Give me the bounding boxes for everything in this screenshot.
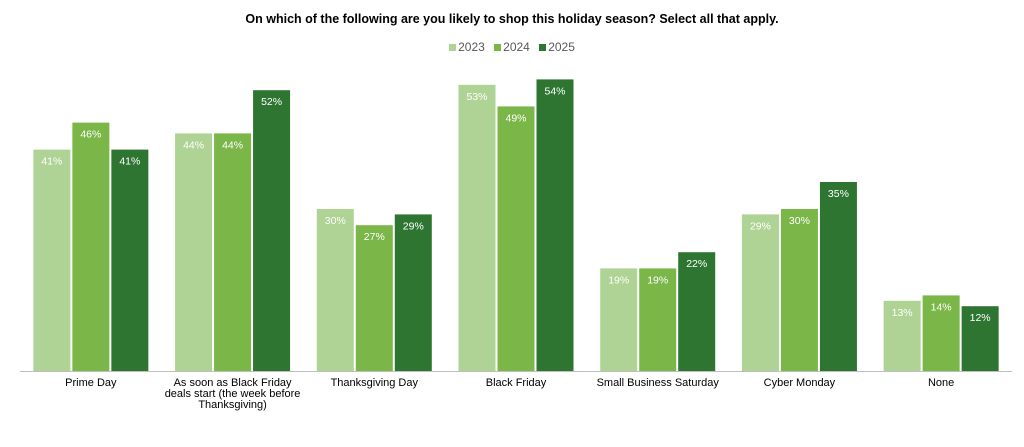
category-label: As soon as Black Friday <box>174 377 292 389</box>
data-label: 30% <box>789 215 810 227</box>
bar <box>253 90 291 371</box>
bar <box>111 149 149 371</box>
bar <box>214 133 252 371</box>
category-label: Small Business Saturday <box>597 377 720 389</box>
bar <box>394 214 432 371</box>
data-label: 41% <box>41 156 62 168</box>
bar <box>883 300 921 371</box>
data-label: 53% <box>466 91 487 103</box>
data-label: 49% <box>505 112 526 124</box>
data-label: 29% <box>403 220 424 232</box>
category-label: Prime Day <box>65 377 117 389</box>
data-label: 30% <box>325 215 346 227</box>
bar <box>33 149 71 371</box>
legend-swatch-2024 <box>494 44 502 51</box>
legend-item-2023: 2023 <box>449 40 485 54</box>
chart-title: On which of the following are you likely… <box>245 12 779 26</box>
bar <box>72 122 110 371</box>
category-label: Thanksgiving) <box>198 399 266 411</box>
data-label: 52% <box>261 96 282 108</box>
data-label: 41% <box>119 156 140 168</box>
data-label: 35% <box>828 188 849 200</box>
bar <box>536 79 574 372</box>
data-label: 14% <box>931 301 952 313</box>
data-label: 19% <box>647 274 668 286</box>
bar <box>355 225 393 371</box>
category-label: None <box>928 377 954 389</box>
data-label: 27% <box>364 231 385 243</box>
legend-label-2024: 2024 <box>503 40 530 54</box>
legend-item-2024: 2024 <box>494 40 530 54</box>
category-label: Cyber Monday <box>764 377 836 389</box>
legend-swatch-2025 <box>539 44 547 51</box>
legend-label-2025: 2025 <box>548 40 575 54</box>
legend-item-2025: 2025 <box>539 40 575 54</box>
category-label: deals start (the week before <box>165 388 301 400</box>
data-label: 54% <box>544 85 565 97</box>
data-label: 44% <box>183 139 204 151</box>
data-label: 19% <box>608 274 629 286</box>
legend-label-2023: 2023 <box>458 40 485 54</box>
data-label: 22% <box>686 258 707 270</box>
bar <box>961 306 999 371</box>
data-label: 46% <box>80 129 101 141</box>
data-label: 12% <box>970 312 991 324</box>
bar <box>922 295 960 371</box>
bar <box>497 106 535 372</box>
bar <box>819 182 857 371</box>
data-label: 29% <box>750 220 771 232</box>
bar <box>600 268 638 371</box>
bar <box>316 209 354 371</box>
data-label: 13% <box>892 307 913 319</box>
category-label: Thanksgiving Day <box>331 377 419 389</box>
bar <box>458 84 496 372</box>
bar <box>780 209 818 371</box>
legend: 2023 2024 2025 <box>0 40 1024 54</box>
bar <box>639 268 677 371</box>
category-label: Black Friday <box>486 377 547 389</box>
bar <box>741 214 779 371</box>
data-label: 44% <box>222 139 243 151</box>
legend-swatch-2023 <box>449 44 457 51</box>
bar <box>678 252 716 371</box>
bar <box>175 133 213 371</box>
